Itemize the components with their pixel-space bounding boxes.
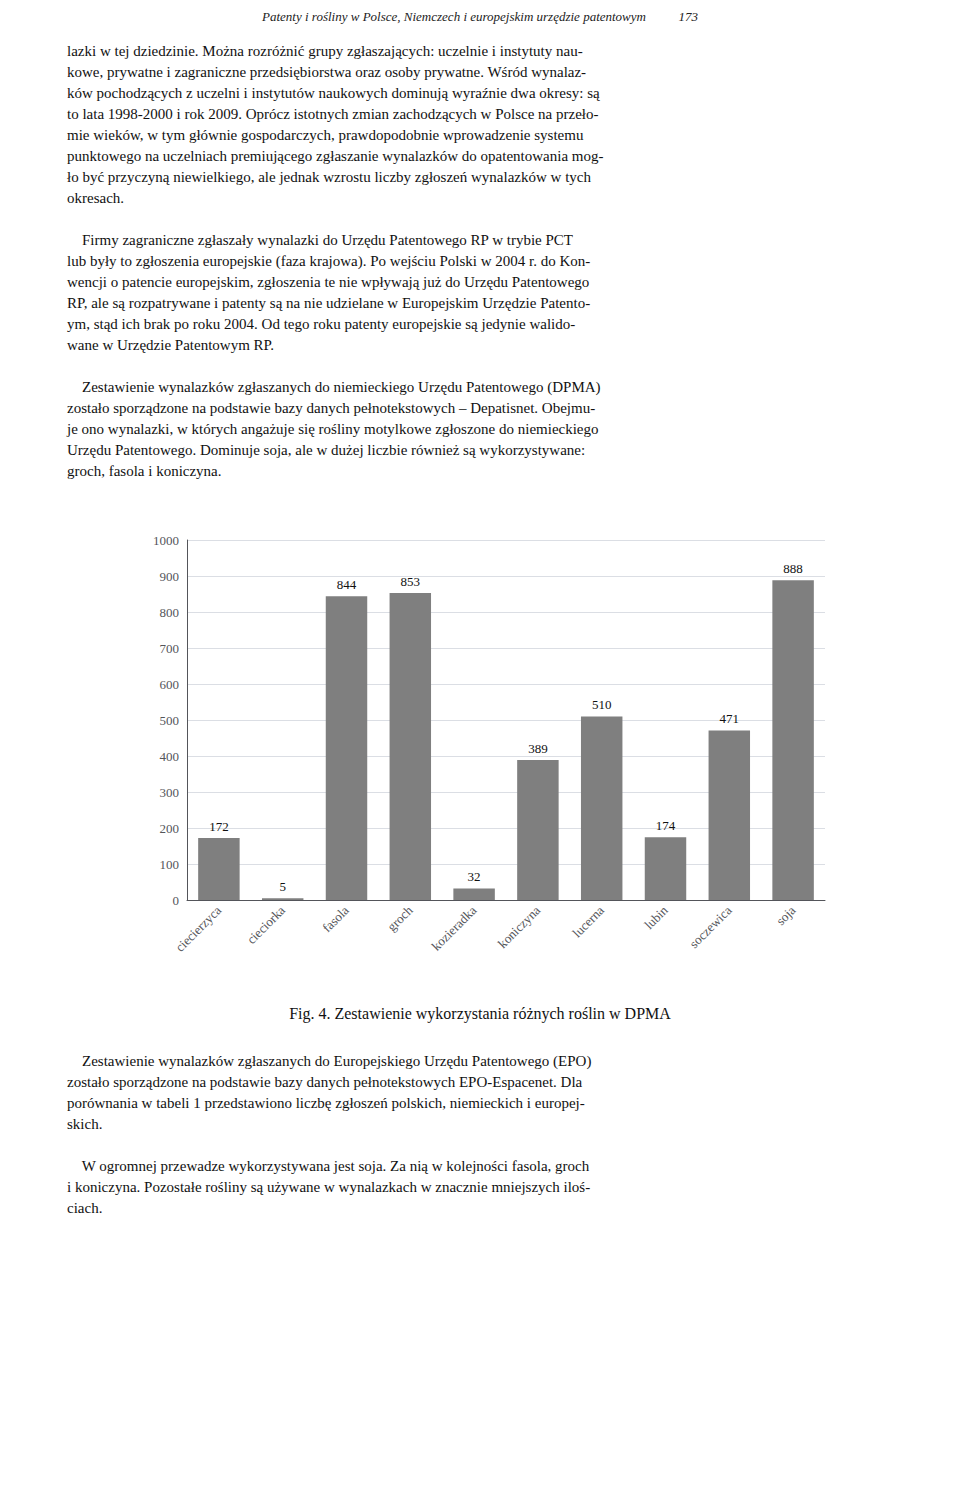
svg-text:Zestawienie wynalazków zgłasza: Zestawienie wynalazków zgłaszanych do Eu… bbox=[67, 1053, 591, 1070]
svg-text:Patenty i rośliny w Polsce, Ni: Patenty i rośliny w Polsce, Niemczech i … bbox=[261, 9, 698, 24]
svg-text:wane w Urzędzie Patentowym RP.: wane w Urzędzie Patentowym RP. bbox=[67, 337, 274, 353]
svg-text:W ogromnej przewadze wykorzyst: W ogromnej przewadze wykorzystywana jest… bbox=[67, 1158, 590, 1174]
svg-text:800: 800 bbox=[160, 605, 180, 620]
svg-text:lub były to zgłoszenia europej: lub były to zgłoszenia europejskie (faza… bbox=[67, 253, 590, 270]
svg-text:700: 700 bbox=[160, 641, 180, 656]
svg-text:okresach.: okresach. bbox=[67, 190, 124, 206]
svg-text:skich.: skich. bbox=[67, 1116, 102, 1132]
svg-text:zostało sporządzone na podstaw: zostało sporządzone na podstawie bazy da… bbox=[67, 1074, 583, 1090]
svg-text:cieciorka: cieciorka bbox=[244, 903, 288, 947]
svg-text:i koniczyna. Pozostałe rośliny: i koniczyna. Pozostałe rośliny są używan… bbox=[67, 1179, 590, 1195]
svg-text:510: 510 bbox=[592, 697, 612, 712]
svg-text:32: 32 bbox=[468, 869, 481, 884]
svg-text:5: 5 bbox=[279, 879, 286, 894]
svg-text:soja: soja bbox=[773, 903, 799, 929]
svg-text:zostało sporządzone na podstaw: zostało sporządzone na podstawie bazy da… bbox=[67, 400, 595, 416]
svg-text:ym, stąd ich brak po roku 2004: ym, stąd ich brak po roku 2004. Od tego … bbox=[67, 316, 575, 332]
svg-text:Urzędu Patentowego. Dominuje s: Urzędu Patentowego. Dominuje soja, ale w… bbox=[67, 442, 585, 458]
svg-text:groch: groch bbox=[384, 902, 416, 934]
svg-text:200: 200 bbox=[160, 821, 180, 836]
svg-text:to lata 1998-2000 i rok 2009.: to lata 1998-2000 i rok 2009. Oprócz ist… bbox=[67, 106, 599, 122]
svg-text:koniczyna: koniczyna bbox=[495, 903, 544, 952]
svg-text:punktowego na uczelniach premi: punktowego na uczelniach premiującego zg… bbox=[67, 148, 603, 164]
svg-text:porównania w tabeli 1 przedsta: porównania w tabeli 1 przedstawiono licz… bbox=[67, 1095, 585, 1111]
svg-text:853: 853 bbox=[401, 574, 421, 589]
svg-text:Firmy zagraniczne zgłaszały wy: Firmy zagraniczne zgłaszały wynalazki do… bbox=[67, 232, 573, 248]
svg-text:mie wieków, w tym głównie gosp: mie wieków, w tym głównie gospodarczych,… bbox=[67, 127, 584, 143]
svg-text:172: 172 bbox=[209, 819, 229, 834]
svg-text:600: 600 bbox=[160, 677, 180, 692]
svg-text:kowe, prywatne i zagraniczne p: kowe, prywatne i zagraniczne przedsiębio… bbox=[67, 64, 586, 80]
svg-text:Fig. 4. Zestawienie wykorzysta: Fig. 4. Zestawienie wykorzystania różnyc… bbox=[289, 1005, 671, 1023]
svg-text:389: 389 bbox=[528, 741, 548, 756]
svg-text:lubin: lubin bbox=[641, 902, 671, 932]
svg-text:100: 100 bbox=[160, 857, 180, 872]
svg-text:400: 400 bbox=[160, 749, 180, 764]
svg-text:ciach.: ciach. bbox=[67, 1200, 102, 1216]
svg-text:174: 174 bbox=[656, 818, 676, 833]
svg-text:ków pochodzących z uczelni i i: ków pochodzących z uczelni i instytutów … bbox=[67, 85, 600, 101]
svg-text:900: 900 bbox=[160, 569, 180, 584]
svg-text:fasola: fasola bbox=[319, 903, 352, 936]
svg-text:0: 0 bbox=[173, 893, 180, 908]
svg-text:RP, ale są rozpatrywane i pate: RP, ale są rozpatrywane i patenty są na … bbox=[67, 295, 590, 311]
svg-text:lucerna: lucerna bbox=[569, 903, 607, 941]
svg-text:groch, fasola i koniczyna.: groch, fasola i koniczyna. bbox=[67, 463, 222, 479]
svg-text:844: 844 bbox=[337, 577, 357, 592]
svg-text:888: 888 bbox=[783, 561, 803, 576]
svg-text:je ono wynalazki, w których an: je ono wynalazki, w których angażuje się… bbox=[66, 421, 599, 437]
svg-text:500: 500 bbox=[160, 713, 180, 728]
svg-text:wencji o patencie europejskim,: wencji o patencie europejskim, zgłoszeni… bbox=[67, 274, 589, 290]
svg-text:ło być przyczyną niewielkiego,: ło być przyczyną niewielkiego, ale jedna… bbox=[67, 169, 591, 185]
svg-text:1000: 1000 bbox=[153, 533, 179, 548]
svg-text:soczewica: soczewica bbox=[686, 903, 734, 951]
svg-text:kozieradka: kozieradka bbox=[429, 903, 480, 954]
svg-text:Zestawienie wynalazków zgłasza: Zestawienie wynalazków zgłaszanych do ni… bbox=[67, 379, 601, 396]
svg-text:lazki w tej dziedzinie. Można: lazki w tej dziedzinie. Można rozróżnić … bbox=[67, 43, 583, 59]
svg-text:300: 300 bbox=[160, 785, 180, 800]
svg-text:471: 471 bbox=[720, 711, 740, 726]
svg-text:ciecierzyca: ciecierzyca bbox=[172, 903, 224, 955]
